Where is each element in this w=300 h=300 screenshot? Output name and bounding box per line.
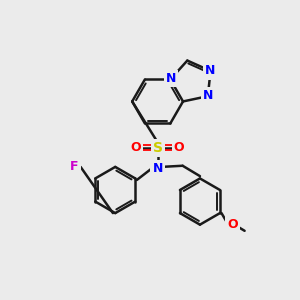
- Text: N: N: [166, 72, 176, 85]
- Text: N: N: [152, 162, 163, 175]
- Text: O: O: [131, 141, 141, 154]
- Text: N: N: [205, 64, 216, 77]
- Text: O: O: [227, 218, 238, 231]
- Text: N: N: [203, 89, 213, 102]
- Text: O: O: [174, 141, 184, 154]
- Text: S: S: [153, 141, 163, 155]
- Text: F: F: [70, 160, 79, 173]
